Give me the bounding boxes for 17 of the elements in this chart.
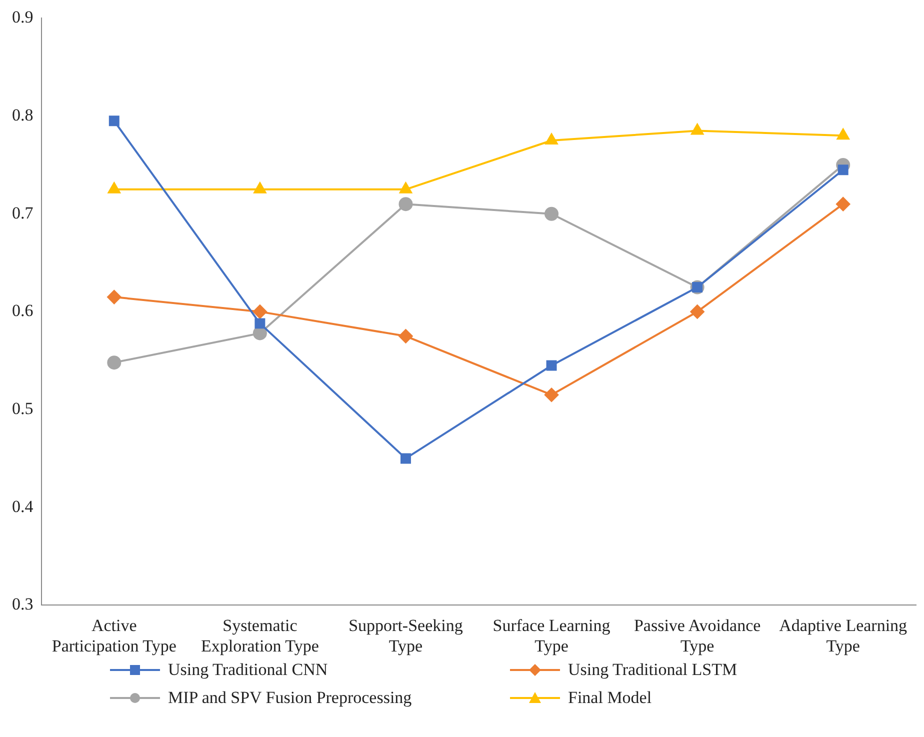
x-tick-label: Systematic Exploration Type xyxy=(200,616,319,656)
x-tick-label: Passive Avoidance Type xyxy=(634,616,761,656)
x-tick-label: Active Participation Type xyxy=(52,616,176,656)
y-tick-label: 0.5 xyxy=(12,399,34,418)
y-tick-label: 0.4 xyxy=(12,496,34,516)
y-tick-label: 0.6 xyxy=(12,301,34,320)
x-tick-label: Support-Seeking Type xyxy=(348,616,464,656)
y-tick-label: 0.8 xyxy=(12,106,34,124)
y-tick-label: 0.7 xyxy=(12,203,34,222)
legend-label: Using Traditional CNN xyxy=(168,660,328,680)
x-tick-label: Adaptive Learning Type xyxy=(779,616,908,656)
legend-label: MIP and SPV Fusion Preprocessing xyxy=(168,688,412,708)
legend-label: Using Traditional LSTM xyxy=(568,660,738,680)
y-tick-label: 0.3 xyxy=(12,594,34,614)
y-tick-label: 0.9 xyxy=(12,8,34,27)
legend-label: Final Model xyxy=(568,688,652,708)
x-tick-label: Surface Learning Type xyxy=(492,616,611,656)
